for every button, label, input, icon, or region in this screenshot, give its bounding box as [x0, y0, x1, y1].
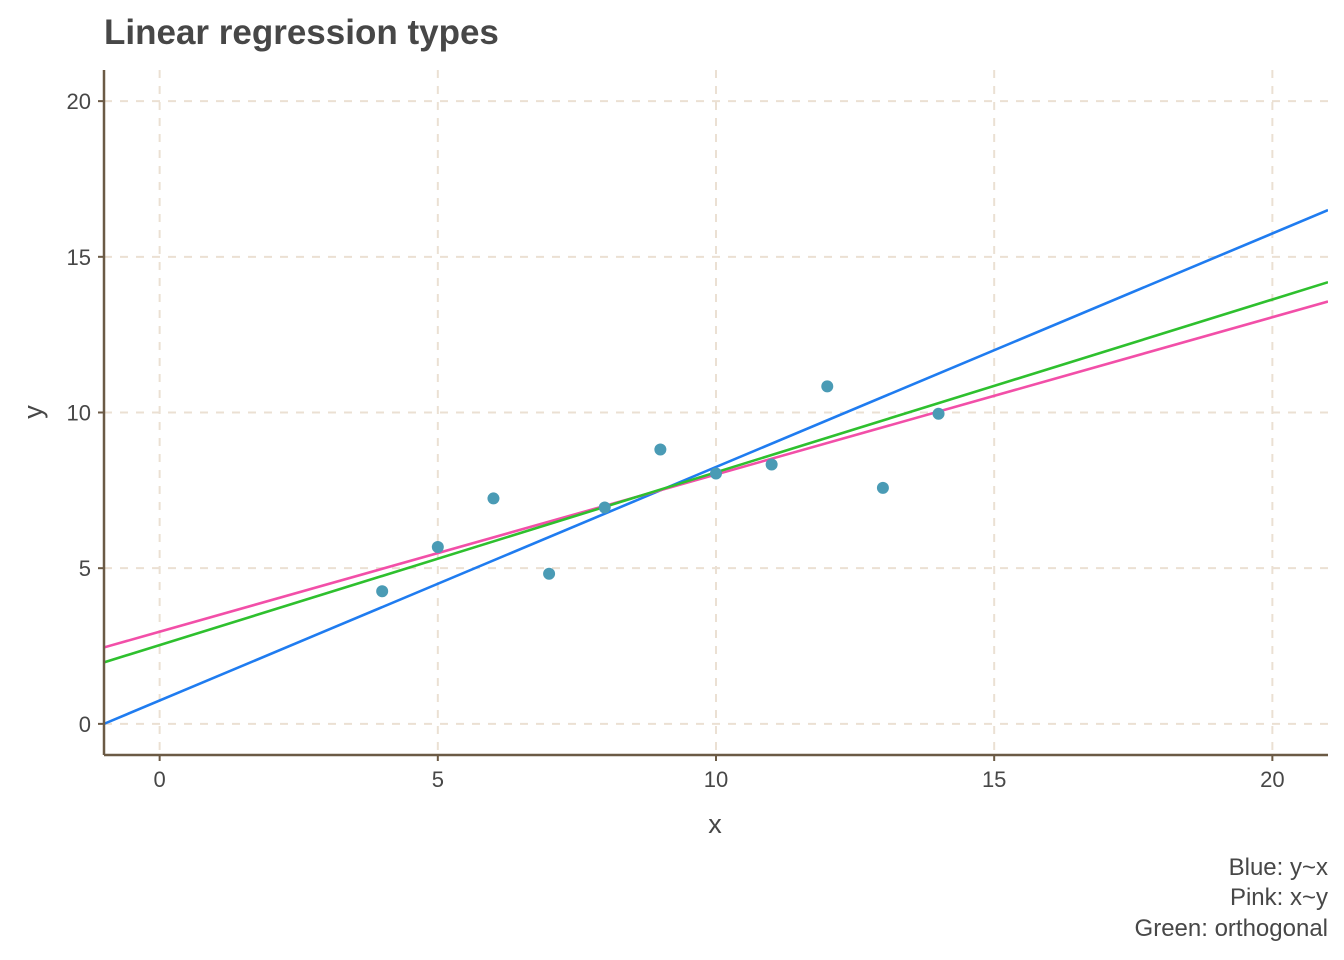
caption-line-green: Green: orthogonal	[1135, 915, 1328, 942]
grid	[104, 70, 1328, 755]
data-point-2	[487, 492, 500, 505]
x-tick-label-10: 10	[704, 767, 728, 792]
data-point-3	[543, 567, 556, 580]
regression-line-0	[104, 208, 1328, 726]
y-axis-title: y	[18, 405, 48, 419]
axes	[98, 70, 1328, 761]
y-tick-label-0: 0	[79, 712, 91, 737]
data-points	[376, 380, 945, 598]
data-point-9	[876, 481, 889, 494]
tick-labels: 0 5 10 15 20 0 5 10 15 20	[67, 89, 1285, 792]
y-tick-label-5: 5	[79, 556, 91, 581]
data-point-0	[376, 585, 389, 598]
x-tick-label-0: 0	[154, 767, 166, 792]
x-tick-label-5: 5	[432, 767, 444, 792]
x-axis-title: x	[708, 809, 722, 839]
data-point-1	[431, 541, 444, 554]
data-point-4	[598, 501, 611, 514]
data-point-8	[821, 380, 834, 393]
x-tick-label-15: 15	[982, 767, 1006, 792]
data-point-7	[765, 458, 778, 471]
chart-title: Linear regression types	[104, 13, 499, 52]
y-tick-label-15: 15	[67, 245, 91, 270]
caption-line-blue: Blue: y~x	[1229, 854, 1328, 881]
data-point-5	[654, 443, 667, 456]
y-tick-label-20: 20	[67, 89, 91, 114]
caption-line-pink: Pink: x~y	[1230, 884, 1328, 911]
x-tick-label-20: 20	[1260, 767, 1284, 792]
y-tick-label-10: 10	[67, 401, 91, 426]
data-point-6	[710, 467, 722, 480]
data-point-10	[932, 407, 945, 420]
